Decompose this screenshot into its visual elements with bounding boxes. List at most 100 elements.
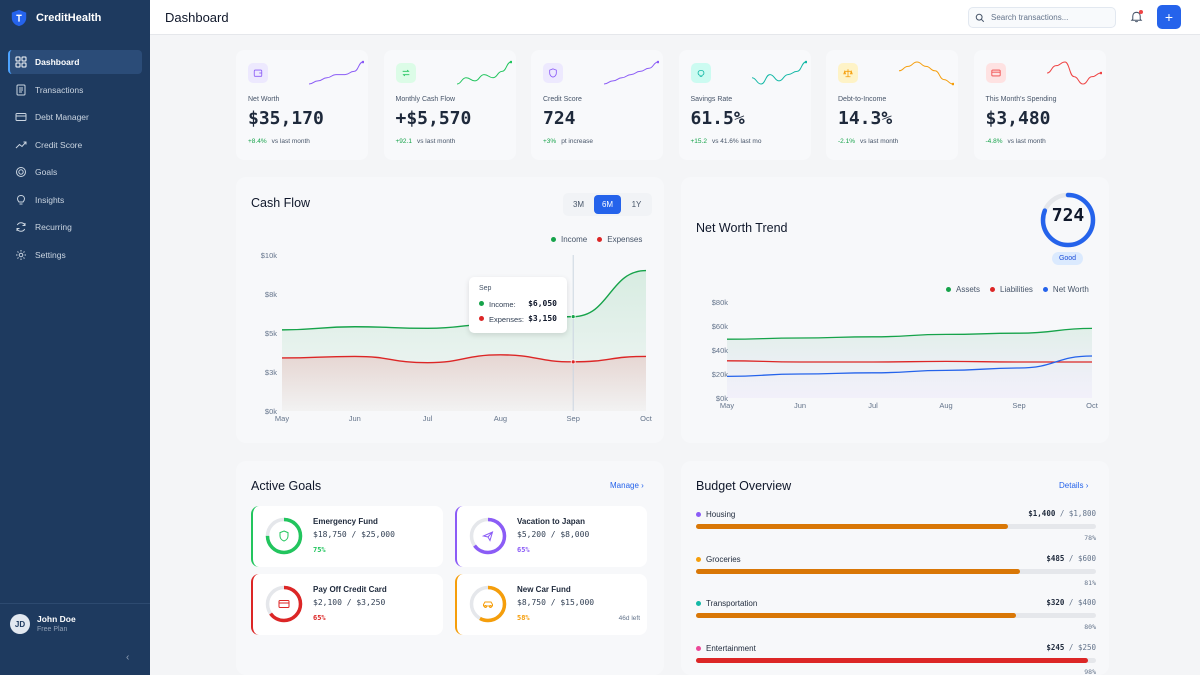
stat-card[interactable]: Debt-to-Income 14.3% -2.1% vs last month bbox=[826, 50, 958, 160]
credit-score-value: 724 bbox=[1051, 205, 1085, 226]
tooltip-expenses-value: $3,150 bbox=[528, 314, 557, 323]
sidebar-item-goals[interactable]: Goals bbox=[8, 160, 142, 184]
sparkline bbox=[898, 61, 954, 86]
sidebar-item-debt-manager[interactable]: Debt Manager bbox=[8, 105, 142, 129]
stat-card[interactable]: Net Worth $35,170 +8.4% vs last month bbox=[236, 50, 368, 160]
goal-card[interactable]: New Car Fund $8,750 / $15,000 58% 46d left bbox=[455, 574, 647, 635]
avatar[interactable]: JD bbox=[10, 614, 30, 634]
budget-row[interactable]: Groceries $485 / $600 81% bbox=[696, 554, 1096, 595]
sidebar-item-insights[interactable]: Insights bbox=[8, 188, 142, 212]
credit-card-icon bbox=[278, 600, 290, 608]
goal-amount: $8,750 / $15,000 bbox=[517, 598, 594, 607]
budget-panel: Budget Overview Details › Housing $1,400 … bbox=[681, 461, 1109, 675]
refresh-icon bbox=[16, 222, 26, 232]
goal-progress-ring bbox=[265, 585, 303, 623]
budget-row[interactable]: Housing $1,400 / $1,800 78% bbox=[696, 509, 1096, 550]
stat-card[interactable]: Monthly Cash Flow +$5,570 +92.1 vs last mon… bbox=[383, 50, 516, 160]
cashflow-legend-item[interactable]: Income bbox=[551, 235, 587, 244]
budget-details-link[interactable]: Details › bbox=[1059, 481, 1088, 490]
goal-target: $15,000 bbox=[560, 598, 595, 607]
goal-separator: / bbox=[545, 598, 561, 607]
goals-panel: Active Goals Manage › Emergency Fund $18,… bbox=[236, 461, 664, 675]
range-6m-button[interactable]: 6M bbox=[594, 195, 621, 214]
search-placeholder: Search transactions... bbox=[991, 13, 1069, 22]
top-header: Dashboard Search transactions... + bbox=[150, 0, 1200, 35]
credit-score-badge: Good bbox=[1052, 252, 1083, 265]
cashflow-legend: Income Expenses bbox=[551, 235, 642, 244]
car-icon bbox=[483, 601, 493, 608]
sidebar-item-recurring[interactable]: Recurring bbox=[8, 215, 142, 239]
x-tick-label: Sep bbox=[1012, 401, 1025, 410]
budget-row[interactable]: Transportation $320 / $400 80% bbox=[696, 598, 1096, 639]
stat-label: Debt-to-Income bbox=[838, 96, 887, 103]
budget-category: Entertainment bbox=[706, 643, 756, 653]
stat-card[interactable]: This Month's Spending $3,480 -4.8% vs last … bbox=[973, 50, 1106, 160]
cashflow-legend-item[interactable]: Expenses bbox=[597, 235, 642, 244]
networth-legend-item[interactable]: Net Worth bbox=[1042, 285, 1089, 294]
networth-panel: Net Worth Trend 724 Good Assets Liabiliti… bbox=[681, 177, 1109, 443]
budget-dot bbox=[696, 556, 701, 562]
sidebar-item-label: Recurring bbox=[35, 222, 72, 232]
goal-card[interactable]: Vacation to Japan $5,200 / $8,000 65% bbox=[455, 506, 647, 567]
networth-legend-item[interactable]: Liabilities bbox=[990, 285, 1033, 294]
collapse-sidebar-icon[interactable]: ‹ bbox=[126, 652, 130, 663]
budget-percent: 81% bbox=[1084, 578, 1096, 587]
networth-title: Net Worth Trend bbox=[696, 221, 788, 235]
sidebar-item-label: Transactions bbox=[35, 84, 84, 95]
goal-target: $8,000 bbox=[560, 530, 590, 539]
goal-card[interactable]: Emergency Fund $18,750 / $25,000 75% bbox=[251, 506, 443, 567]
tooltip-income-label: Income: bbox=[489, 300, 516, 309]
range-1y-button[interactable]: 1Y bbox=[631, 200, 642, 209]
x-tick-label: Jul bbox=[423, 414, 433, 423]
budget-separator: / bbox=[1064, 642, 1078, 652]
sidebar-item-settings[interactable]: Settings bbox=[8, 243, 142, 267]
sparkline-path bbox=[898, 61, 954, 85]
stat-icon-box bbox=[690, 63, 711, 83]
gauge-fill bbox=[1040, 192, 1096, 248]
y-tick-label: $3k bbox=[265, 368, 277, 377]
y-tick-label: $5k bbox=[265, 329, 277, 338]
budget-percent: 98% bbox=[1084, 667, 1096, 675]
arrows-icon bbox=[401, 69, 410, 77]
goal-current: $2,100 bbox=[313, 598, 342, 607]
range-3m-button[interactable]: 3M bbox=[572, 200, 585, 209]
budget-percent: 78% bbox=[1084, 534, 1096, 542]
budget-amount: $1,400 / $1,800 bbox=[1028, 509, 1096, 518]
y-tick-label: $20k bbox=[712, 370, 729, 379]
add-button[interactable]: + bbox=[1157, 5, 1181, 29]
search-input[interactable]: Search transactions... bbox=[968, 7, 1116, 28]
tooltip-expenses-label: Expenses: bbox=[489, 315, 525, 324]
scale-icon bbox=[843, 69, 853, 78]
manage-goals-link[interactable]: Manage › bbox=[610, 481, 644, 490]
stat-card[interactable]: Savings Rate 61.5% +15.2 vs 41.6% last mo bbox=[678, 50, 811, 160]
budget-row[interactable]: Entertainment $245 / $250 98% bbox=[696, 642, 1096, 675]
legend-dot bbox=[597, 237, 603, 243]
sparkline-end-dot bbox=[1099, 71, 1102, 75]
x-tick-label: May bbox=[275, 414, 289, 423]
goal-separator: / bbox=[545, 530, 561, 539]
credit-card-icon bbox=[990, 69, 1001, 77]
goal-card[interactable]: Pay Off Credit Card $2,100 / $3,250 65% bbox=[251, 574, 443, 635]
goal-percent: 65% bbox=[313, 614, 326, 622]
sidebar-nav: Dashboard Transactions Debt Manager Credit … bbox=[8, 50, 142, 270]
goal-amount: $18,750 / $25,000 bbox=[313, 530, 395, 539]
y-tick-label: $80k bbox=[712, 298, 729, 307]
sidebar-item-dashboard[interactable]: Dashboard bbox=[8, 50, 142, 74]
sparkline-end-dot bbox=[951, 82, 954, 86]
sidebar-item-transactions[interactable]: Transactions bbox=[8, 78, 142, 102]
bell-icon[interactable] bbox=[1130, 10, 1143, 23]
search-icon bbox=[975, 13, 985, 22]
stat-delta-sub: vs last month bbox=[416, 138, 456, 145]
sidebar-item-credit-score[interactable]: Credit Score bbox=[8, 133, 142, 157]
sparkline-end-dot bbox=[509, 60, 512, 64]
stat-card[interactable]: Credit Score 724 +3% pt increase bbox=[531, 50, 663, 160]
series-area bbox=[282, 354, 646, 411]
user-name: John Doe bbox=[37, 614, 76, 624]
sparkline bbox=[456, 60, 512, 85]
legend-label: Assets bbox=[956, 285, 981, 294]
brand[interactable]: CreditHealth bbox=[10, 8, 101, 28]
y-tick-label: $0k bbox=[716, 394, 728, 403]
x-tick-label: Jun bbox=[794, 401, 806, 410]
networth-legend-item[interactable]: Assets bbox=[946, 285, 980, 294]
